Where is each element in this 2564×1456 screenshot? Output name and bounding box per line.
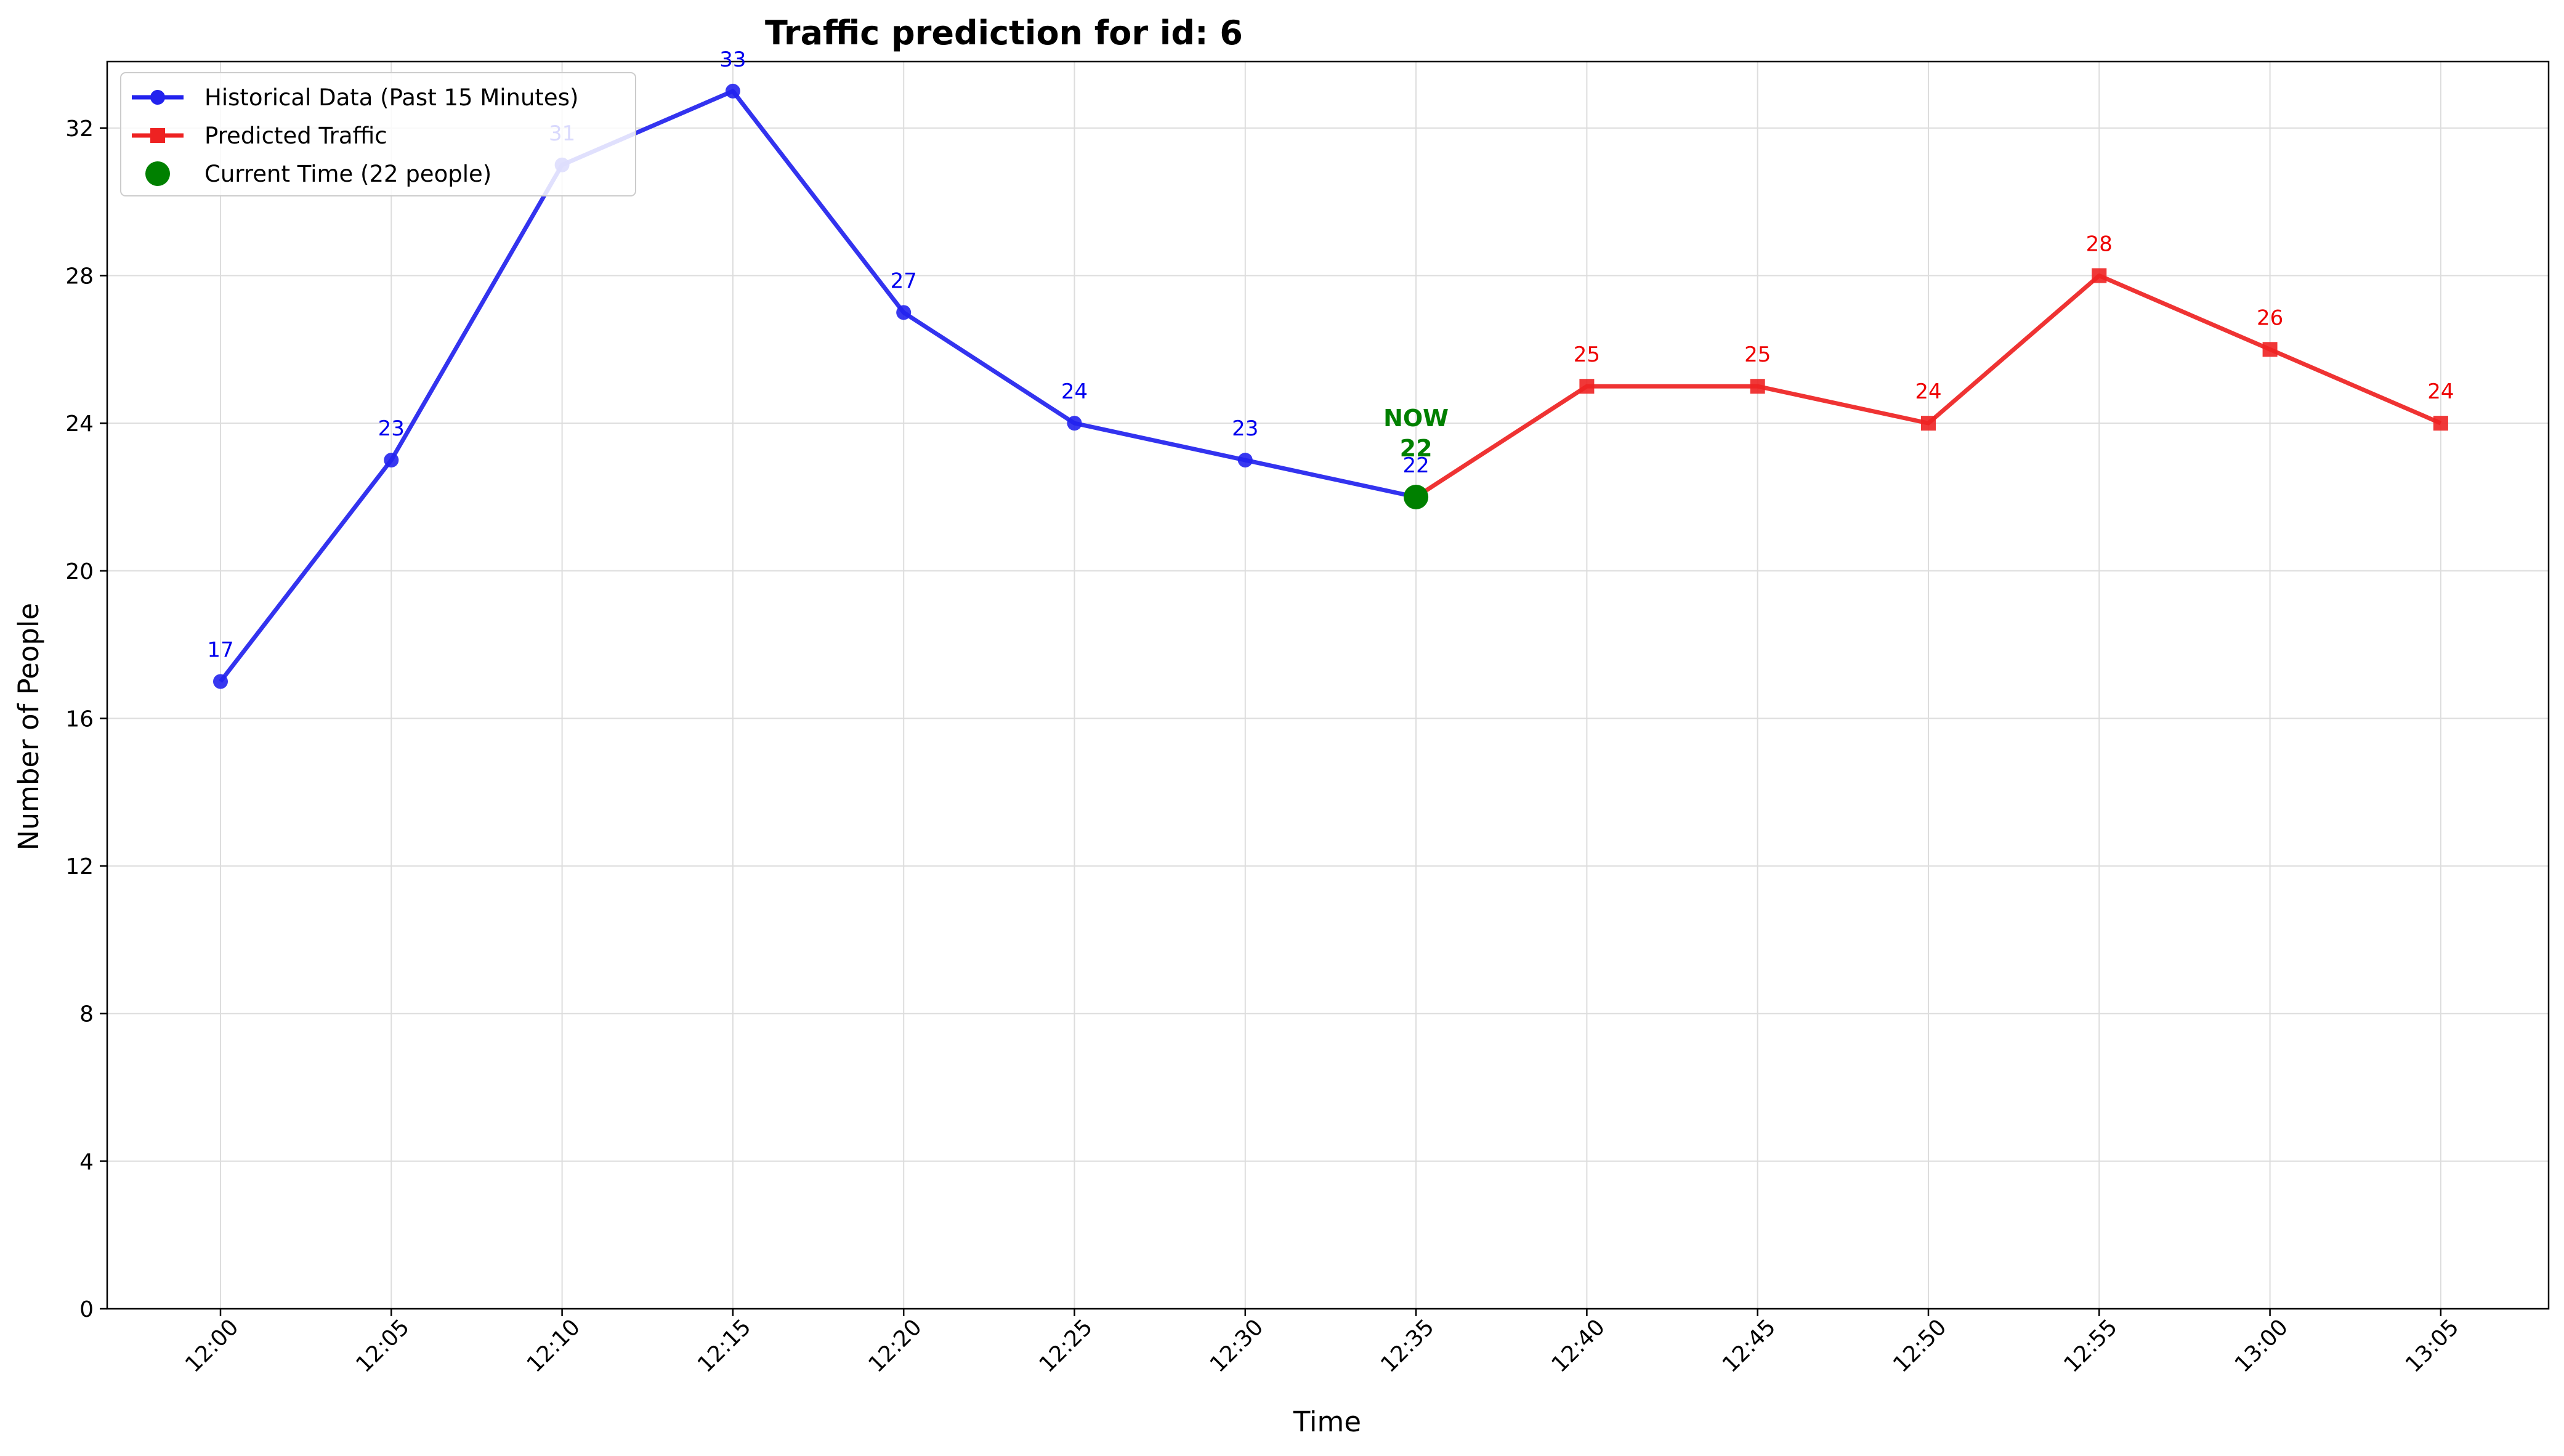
data-label: 28 xyxy=(2086,232,2113,256)
historical-point xyxy=(1237,453,1253,468)
data-label: 23 xyxy=(378,416,405,441)
legend-label: Historical Data (Past 15 Minutes) xyxy=(204,84,578,111)
now-value-annotation: 22 xyxy=(1400,435,1433,462)
historical-point xyxy=(725,83,740,99)
predicted-point xyxy=(2262,342,2278,357)
data-label: 17 xyxy=(207,638,233,663)
y-tick-label: 28 xyxy=(65,264,94,289)
y-tick-label: 8 xyxy=(79,1002,94,1027)
now-annotation: NOW xyxy=(1383,405,1449,432)
legend-marker xyxy=(150,90,165,105)
y-tick-label: 0 xyxy=(79,1297,94,1322)
historical-point xyxy=(896,305,912,320)
data-label: 25 xyxy=(1574,342,1600,367)
legend-marker xyxy=(145,161,170,186)
y-tick-label: 24 xyxy=(65,411,94,437)
predicted-point xyxy=(2433,416,2448,431)
data-label: 22 xyxy=(1402,453,1429,478)
chart-title: Traffic prediction for id: 6 xyxy=(765,14,1243,52)
historical-point xyxy=(213,674,228,689)
data-label: 24 xyxy=(1061,379,1088,404)
plot-frame xyxy=(106,60,2550,1310)
series-line-0 xyxy=(219,89,1417,683)
legend-label: Predicted Traffic xyxy=(204,123,387,149)
y-tick-label: 16 xyxy=(65,706,94,732)
data-label: 25 xyxy=(1744,342,1771,367)
data-label: 24 xyxy=(1915,379,1941,404)
data-labels: 1723313327242322252524282624NOW22 xyxy=(207,47,2454,663)
series xyxy=(213,83,2448,689)
grid xyxy=(107,62,2549,1309)
historical-point xyxy=(1067,416,1082,431)
predicted-point xyxy=(1579,379,1595,394)
legend: Historical Data (Past 15 Minutes) Predict… xyxy=(120,72,636,196)
x-axis-title: Time xyxy=(1293,1405,1361,1438)
predicted-point xyxy=(1750,379,1765,394)
data-label: 26 xyxy=(2257,305,2283,330)
y-tick-label: 32 xyxy=(65,116,94,142)
predicted-point xyxy=(1921,416,1936,431)
legend-box xyxy=(120,72,636,196)
data-label: 33 xyxy=(719,47,746,72)
historical-point xyxy=(384,453,399,468)
y-axis-title: Number of People xyxy=(12,603,45,851)
current-time-point xyxy=(1404,484,1429,509)
predicted-point xyxy=(2092,268,2107,283)
legend-marker xyxy=(150,128,165,143)
data-label: 23 xyxy=(1232,416,1258,441)
data-label: 27 xyxy=(891,269,917,293)
legend-label: Current Time (22 people) xyxy=(204,161,491,187)
data-label: 24 xyxy=(2427,379,2454,404)
y-tick-label: 12 xyxy=(65,854,94,880)
y-tick-label: 4 xyxy=(79,1149,94,1175)
y-tick-label: 20 xyxy=(65,559,94,584)
